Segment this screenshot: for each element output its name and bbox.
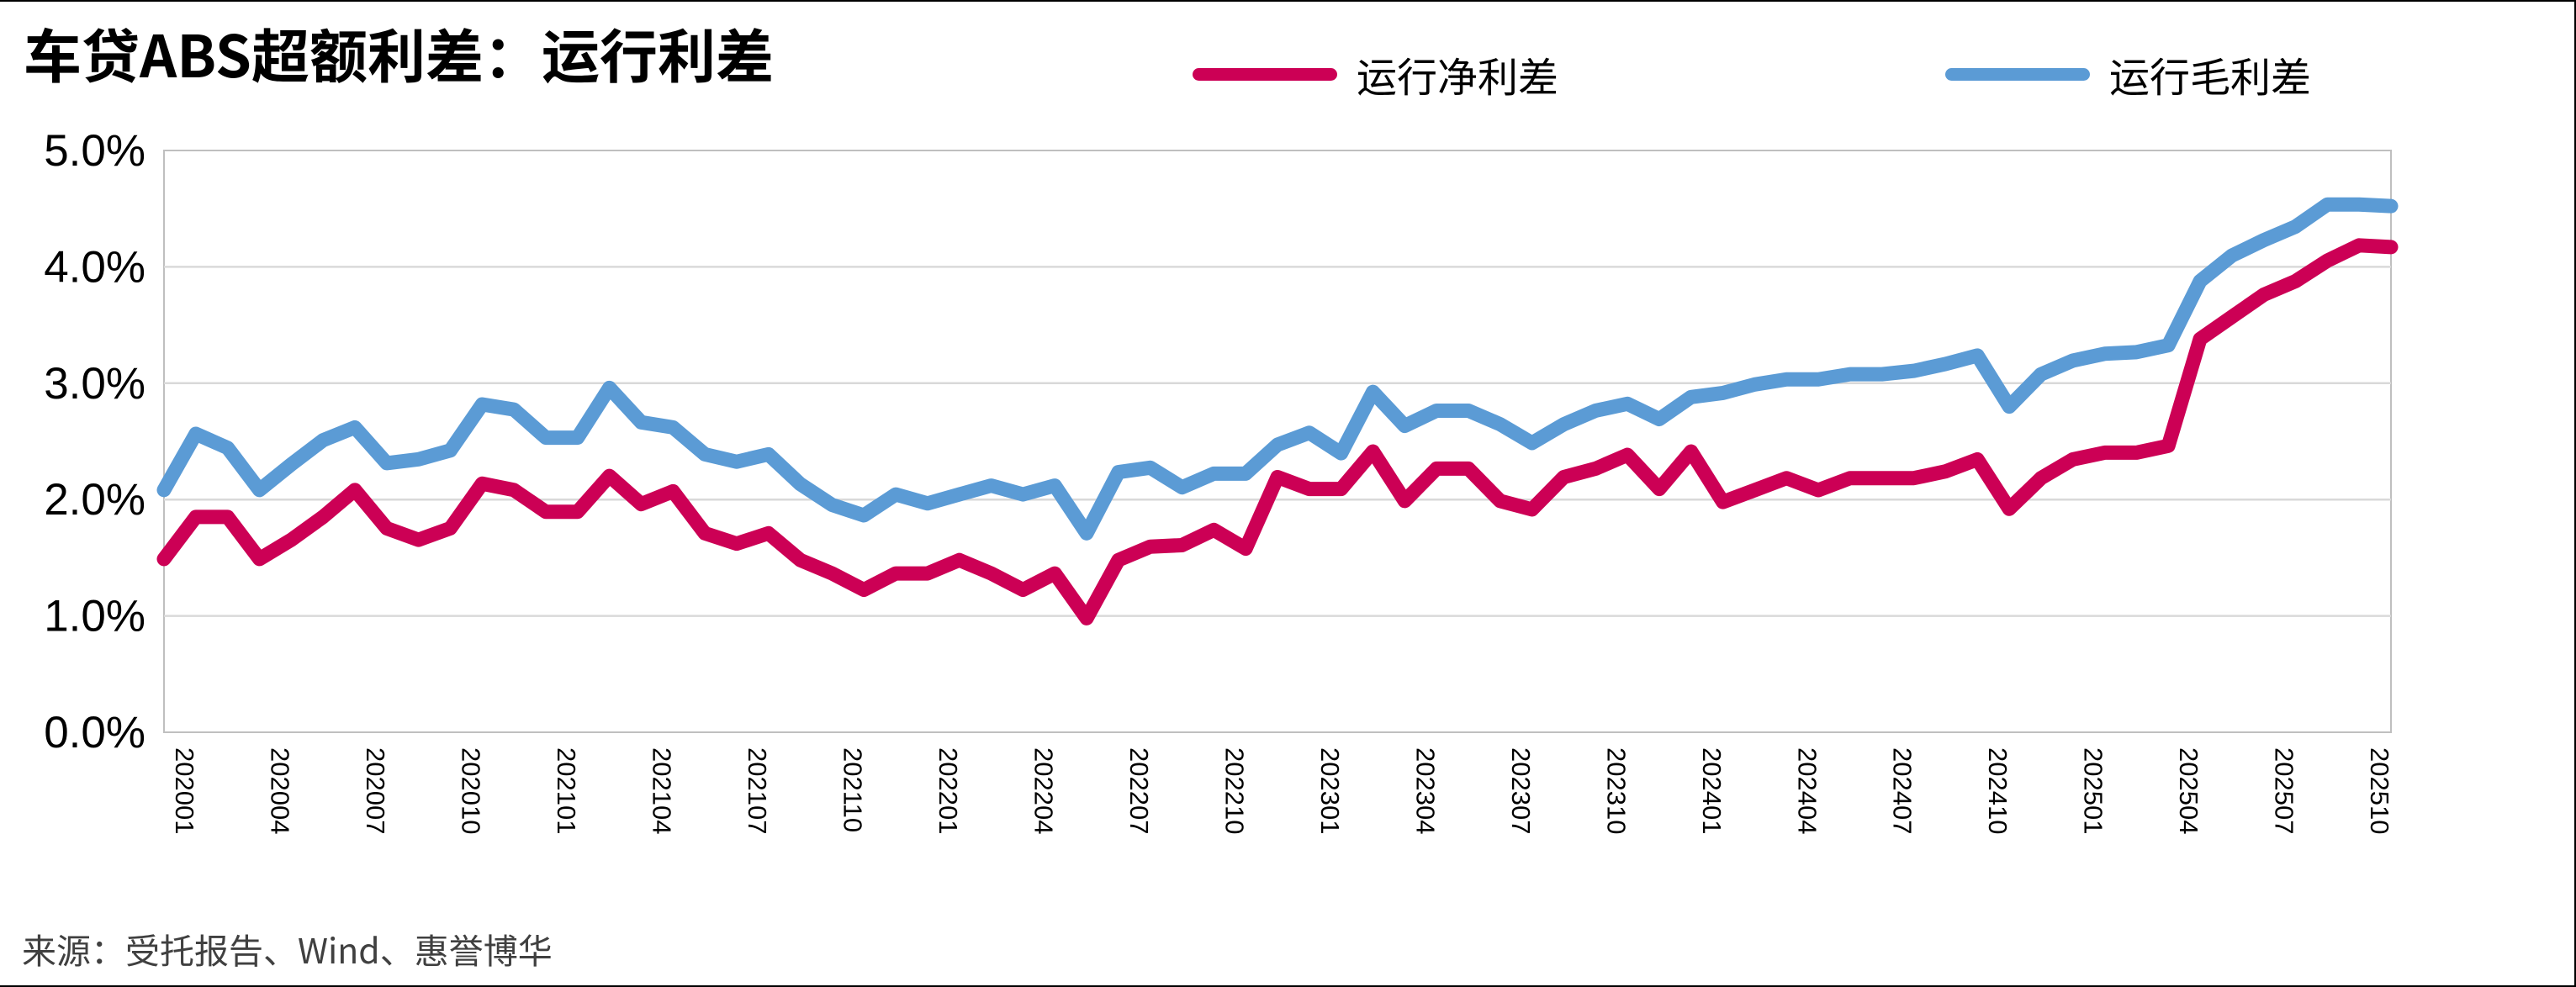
svg-text:0.0%: 0.0% xyxy=(44,708,145,757)
svg-text:202507: 202507 xyxy=(2270,747,2299,834)
svg-text:202401: 202401 xyxy=(1697,747,1727,834)
svg-text:202404: 202404 xyxy=(1792,747,1822,834)
svg-text:202207: 202207 xyxy=(1124,747,1154,834)
svg-text:202007: 202007 xyxy=(361,747,390,834)
svg-text:202204: 202204 xyxy=(1029,747,1058,834)
svg-text:1.0%: 1.0% xyxy=(44,592,145,641)
svg-text:202101: 202101 xyxy=(552,747,581,834)
svg-text:202001: 202001 xyxy=(170,747,199,834)
svg-text:202504: 202504 xyxy=(2174,747,2203,834)
svg-text:3.0%: 3.0% xyxy=(44,359,145,409)
svg-text:202410: 202410 xyxy=(1983,747,2013,834)
svg-text:202304: 202304 xyxy=(1410,747,1440,834)
svg-text:202107: 202107 xyxy=(743,747,772,834)
svg-text:5.0%: 5.0% xyxy=(44,126,145,176)
svg-text:202501: 202501 xyxy=(2079,747,2108,834)
svg-text:202010: 202010 xyxy=(456,747,485,834)
svg-text:202201: 202201 xyxy=(934,747,963,834)
svg-text:202407: 202407 xyxy=(1888,747,1917,834)
svg-text:202301: 202301 xyxy=(1315,747,1345,834)
svg-text:202310: 202310 xyxy=(1601,747,1631,834)
svg-text:4.0%: 4.0% xyxy=(44,242,145,292)
svg-text:2.0%: 2.0% xyxy=(44,475,145,525)
svg-text:202110: 202110 xyxy=(838,747,867,832)
svg-text:202004: 202004 xyxy=(265,747,294,834)
svg-text:202104: 202104 xyxy=(647,747,676,834)
svg-text:202210: 202210 xyxy=(1219,747,1249,834)
svg-text:202510: 202510 xyxy=(2365,747,2394,834)
svg-text:202307: 202307 xyxy=(1506,747,1536,834)
